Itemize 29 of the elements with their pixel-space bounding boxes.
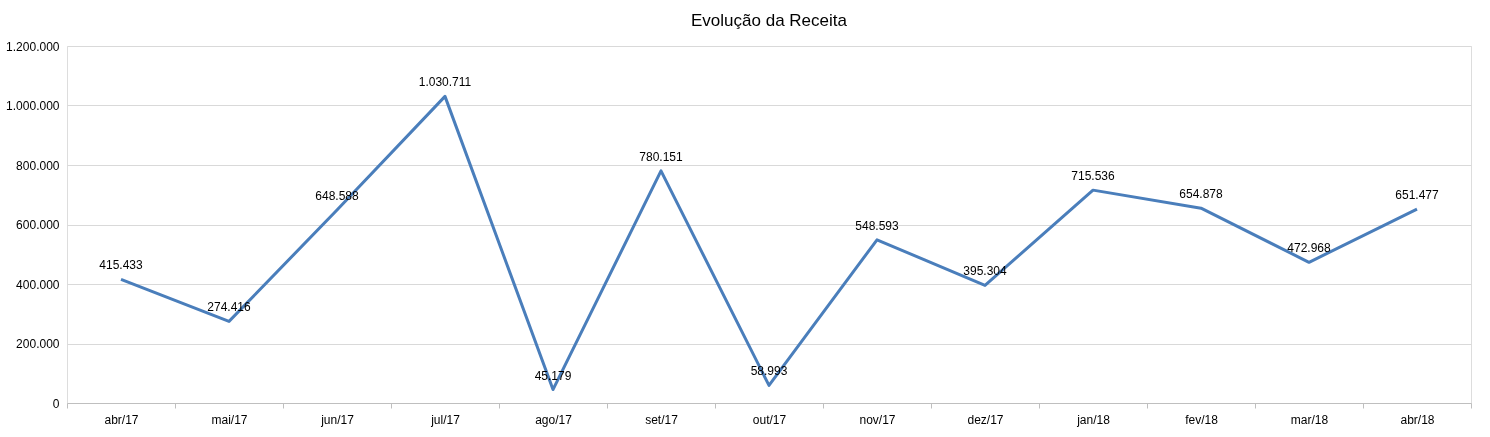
x-tick-label: ago/17 (535, 412, 573, 427)
x-tick-label: jan/18 (1076, 412, 1111, 427)
data-label: 715.536 (1071, 169, 1116, 184)
data-label: 415.433 (99, 258, 144, 273)
data-label: 548.593 (855, 218, 900, 233)
y-tick-label: 1.200.000 (6, 39, 60, 54)
x-tick-label: dez/17 (967, 412, 1004, 427)
y-tick-label: 800.000 (16, 158, 60, 173)
x-tick-label: abr/18 (1400, 412, 1435, 427)
y-tick-label: 0 (52, 396, 60, 411)
data-label: 472.968 (1287, 241, 1332, 256)
x-tick-label: abr/17 (104, 412, 139, 427)
x-tick-label: fev/18 (1185, 412, 1219, 427)
chart-title: Evolução da Receita (691, 11, 848, 30)
data-label: 654.878 (1179, 187, 1224, 202)
y-tick-label: 1.000.000 (6, 99, 60, 113)
x-tick-label: mai/17 (211, 412, 248, 427)
data-label: 780.151 (639, 149, 684, 164)
x-tick-label: out/17 (752, 412, 787, 427)
data-label: 1.030.711 (418, 75, 472, 90)
y-tick-label: 200.000 (16, 337, 60, 351)
x-tick-label: nov/17 (859, 412, 896, 427)
y-tick-label: 400.000 (16, 277, 60, 292)
y-tick-label: 600.000 (16, 218, 60, 232)
x-tick-label: jun/17 (320, 412, 355, 427)
x-tick-label: jul/17 (430, 412, 461, 427)
x-tick-label: set/17 (645, 412, 679, 427)
x-tick-label: mar/18 (1290, 412, 1329, 427)
data-label: 651.477 (1395, 188, 1440, 203)
